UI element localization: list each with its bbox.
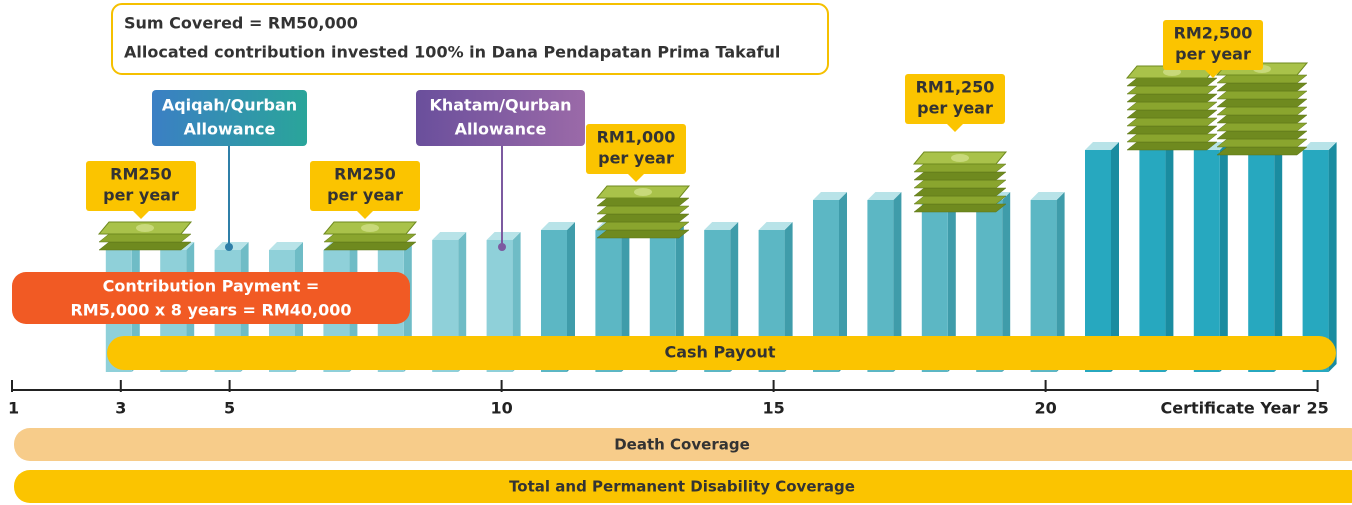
coverage-label: Death Coverage — [614, 436, 750, 454]
money-layer — [597, 214, 689, 222]
allowance-text: Allowance — [455, 120, 547, 139]
money-layer — [1217, 123, 1307, 131]
money-layer — [1217, 115, 1307, 123]
money-layer — [1127, 102, 1217, 110]
money-layer — [99, 234, 191, 242]
allowance-text: Aqiqah/Qurban — [162, 96, 297, 115]
payout-amount: RM1,000 — [597, 128, 676, 147]
allowance-dot — [498, 243, 506, 251]
payout-amount: RM250 — [110, 165, 172, 184]
axis-tick-label: 5 — [224, 399, 235, 418]
money-layer — [597, 198, 689, 206]
payout-amount: RM1,250 — [916, 78, 995, 97]
contribution-text: Contribution Payment = — [103, 277, 320, 296]
money-layer — [1127, 94, 1217, 102]
axis-tick-label: 1 — [8, 399, 19, 418]
money-layer — [324, 234, 416, 242]
money-seal — [136, 224, 154, 232]
money-layer — [914, 204, 1006, 212]
allowance-dot — [225, 243, 233, 251]
money-layer — [1127, 110, 1217, 118]
money-layer — [99, 242, 191, 250]
payout-unit: per year — [917, 99, 993, 118]
contribution-text: RM5,000 x 8 years = RM40,000 — [70, 301, 351, 320]
money-layer — [1217, 131, 1307, 139]
axis-tick-label: 10 — [490, 399, 512, 418]
payout-unit: per year — [598, 149, 674, 168]
money-layer — [1217, 139, 1307, 147]
money-layer — [914, 180, 1006, 188]
axis-title: Certificate Year — [1161, 399, 1301, 418]
money-layer — [1217, 147, 1307, 155]
money-seal — [634, 188, 652, 196]
money-layer — [1217, 99, 1307, 107]
infographic: Sum Covered = RM50,000 Allocated contribu… — [0, 0, 1352, 505]
money-layer — [914, 196, 1006, 204]
money-seal — [361, 224, 379, 232]
callout-pointer — [133, 211, 149, 219]
payout-unit: per year — [327, 186, 403, 205]
payout-unit: per year — [1175, 45, 1251, 64]
payout-amount: RM2,500 — [1174, 24, 1253, 43]
payout-unit: per year — [103, 186, 179, 205]
money-layer — [597, 222, 689, 230]
axis-tick-label: 3 — [115, 399, 126, 418]
callout-pointer — [628, 174, 644, 182]
info-text: Sum Covered = RM50,000 — [124, 14, 358, 33]
money-layer — [914, 188, 1006, 196]
money-layer — [1217, 91, 1307, 99]
money-layer — [324, 242, 416, 250]
money-layer — [597, 230, 689, 238]
callout-pointer — [947, 124, 963, 132]
allowance-text: Khatam/Qurban — [429, 96, 571, 115]
money-layer — [1127, 78, 1217, 86]
money-layer — [597, 206, 689, 214]
bar-side — [1329, 142, 1337, 372]
money-layer — [1127, 134, 1217, 142]
money-layer — [914, 172, 1006, 180]
money-layer — [1127, 142, 1217, 150]
money-layer — [914, 164, 1006, 172]
info-text: Allocated contribution invested 100% in … — [124, 43, 780, 62]
callout-pointer — [357, 211, 373, 219]
money-layer — [1127, 86, 1217, 94]
axis-tick-label: 25 — [1306, 399, 1328, 418]
money-layer — [1217, 75, 1307, 83]
money-layer — [1217, 83, 1307, 91]
money-layer — [1127, 126, 1217, 134]
axis-tick-label: 15 — [762, 399, 784, 418]
cash-payout-label: Cash Payout — [664, 343, 775, 362]
axis-tick-label: 20 — [1034, 399, 1056, 418]
allowance-text: Allowance — [184, 120, 276, 139]
money-layer — [1127, 118, 1217, 126]
money-seal — [951, 154, 969, 162]
money-layer — [1217, 107, 1307, 115]
payout-amount: RM250 — [334, 165, 396, 184]
coverage-label: Total and Permanent Disability Coverage — [509, 478, 855, 496]
